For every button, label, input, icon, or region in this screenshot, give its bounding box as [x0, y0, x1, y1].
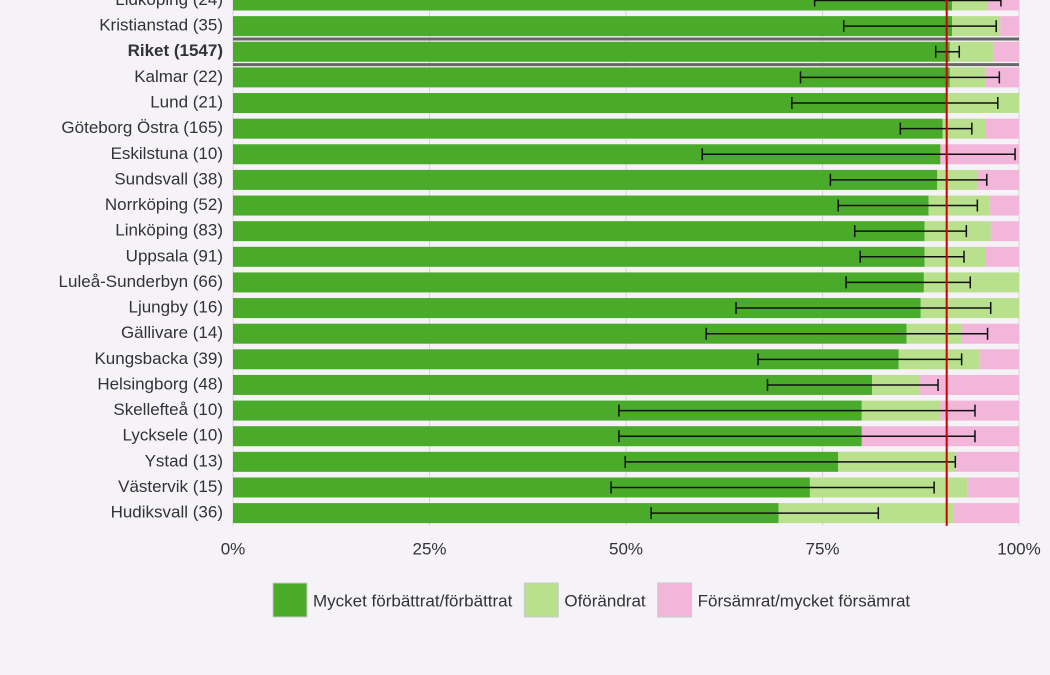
y-tick-label: Lidköping (24)	[115, 0, 223, 9]
bar-segment	[233, 16, 953, 37]
y-tick-label: Helsingborg (48)	[97, 374, 223, 393]
y-tick-label: Lund (21)	[150, 93, 223, 112]
bar-segment	[233, 477, 810, 498]
error-bar	[650, 507, 880, 520]
bar-segment	[233, 144, 941, 165]
bar-segment	[1000, 16, 1019, 37]
y-tick-label: Norrköping (52)	[105, 195, 223, 214]
error-bar	[842, 20, 997, 33]
error-bar	[829, 173, 988, 186]
bar-segment	[233, 246, 925, 267]
error-bar	[735, 302, 992, 315]
y-tick-label: Ystad (13)	[145, 451, 223, 470]
bar-segment	[985, 118, 1019, 139]
y-tick-label: Uppsala (91)	[126, 246, 223, 265]
y-tick-label: Luleå-Sunderbyn (66)	[59, 272, 223, 291]
y-tick-label: Västervik (15)	[118, 477, 223, 496]
bar-segment	[233, 221, 925, 242]
bar-segment	[987, 0, 1019, 11]
y-tick-label: Lycksele (10)	[123, 426, 223, 445]
y-tick-label: Hudiksvall (36)	[111, 503, 223, 522]
bar-segment	[233, 426, 862, 447]
error-bar	[757, 353, 963, 366]
y-tick-label: Göteborg Östra (165)	[61, 118, 223, 137]
legend-label: Mycket förbättrat/förbättrat	[313, 591, 513, 610]
bar-segment	[233, 400, 862, 421]
bar-segment	[233, 67, 950, 88]
bar-segment	[233, 503, 779, 524]
bar-segment	[985, 67, 1019, 88]
error-bar	[853, 225, 968, 238]
y-tick-label: Kristianstad (35)	[99, 16, 223, 35]
y-tick-label: Gällivare (14)	[121, 323, 223, 342]
error-bar	[791, 97, 999, 110]
x-tick-label: 50%	[609, 539, 643, 558]
bar-segment	[979, 349, 1019, 370]
bar-segment	[233, 451, 839, 472]
bar-segment	[977, 169, 1019, 190]
y-tick-label: Eskilstuna (10)	[111, 144, 223, 163]
error-bar	[624, 455, 957, 468]
error-bar	[766, 378, 939, 391]
y-tick-label: Kungsbacka (39)	[94, 349, 223, 368]
x-tick-label: 0%	[221, 539, 246, 558]
y-tick-label: Riket (1547)	[128, 41, 223, 60]
legend-swatch	[523, 582, 559, 618]
legend-swatch	[657, 582, 693, 618]
y-tick-label: Kalmar (22)	[134, 67, 223, 86]
legend-label: Oförändrat	[564, 591, 646, 610]
error-bar	[705, 327, 989, 340]
bar-segment	[233, 169, 938, 190]
bar-segment	[940, 400, 1019, 421]
bar-segment	[233, 0, 953, 11]
legend-swatch	[272, 582, 308, 618]
bar-segment	[233, 298, 921, 319]
error-bar	[837, 199, 979, 212]
bar-segment	[233, 41, 950, 62]
y-tick-label: Ljungby (16)	[128, 298, 223, 317]
bar-segment	[233, 374, 873, 395]
error-bar	[813, 0, 1002, 7]
bar-segment	[956, 451, 1019, 472]
bar-segment	[961, 323, 1019, 344]
bar-segment	[993, 41, 1019, 62]
error-bar	[899, 122, 973, 135]
error-bar	[618, 430, 976, 443]
error-bar	[701, 148, 1016, 161]
error-bar	[618, 404, 976, 417]
legend-label: Försämrat/mycket försämrat	[698, 591, 911, 610]
x-tick-label: 75%	[805, 539, 839, 558]
x-tick-label: 25%	[412, 539, 446, 558]
bar-segment	[233, 118, 943, 139]
bar-segment	[949, 41, 994, 62]
y-tick-label: Linköping (83)	[115, 221, 223, 240]
bar-segment	[233, 349, 899, 370]
bar-segment	[990, 221, 1019, 242]
y-tick-label: Skellefteå (10)	[113, 400, 223, 419]
bar-segment	[233, 323, 907, 344]
bar-segment	[985, 246, 1019, 267]
bar-segment	[953, 503, 1019, 524]
bar-segment	[233, 93, 946, 114]
error-bar	[610, 481, 935, 494]
bar-segment	[952, 0, 988, 11]
bar-segment	[233, 195, 929, 216]
bar-segment	[989, 195, 1019, 216]
error-bar	[845, 276, 972, 289]
x-tick-label: 100%	[997, 539, 1040, 558]
y-tick-label: Sundsvall (38)	[114, 169, 223, 188]
bar-segment	[233, 272, 924, 293]
error-bar	[799, 71, 1001, 84]
bar-segment	[967, 477, 1019, 498]
bar-segment	[919, 374, 1019, 395]
